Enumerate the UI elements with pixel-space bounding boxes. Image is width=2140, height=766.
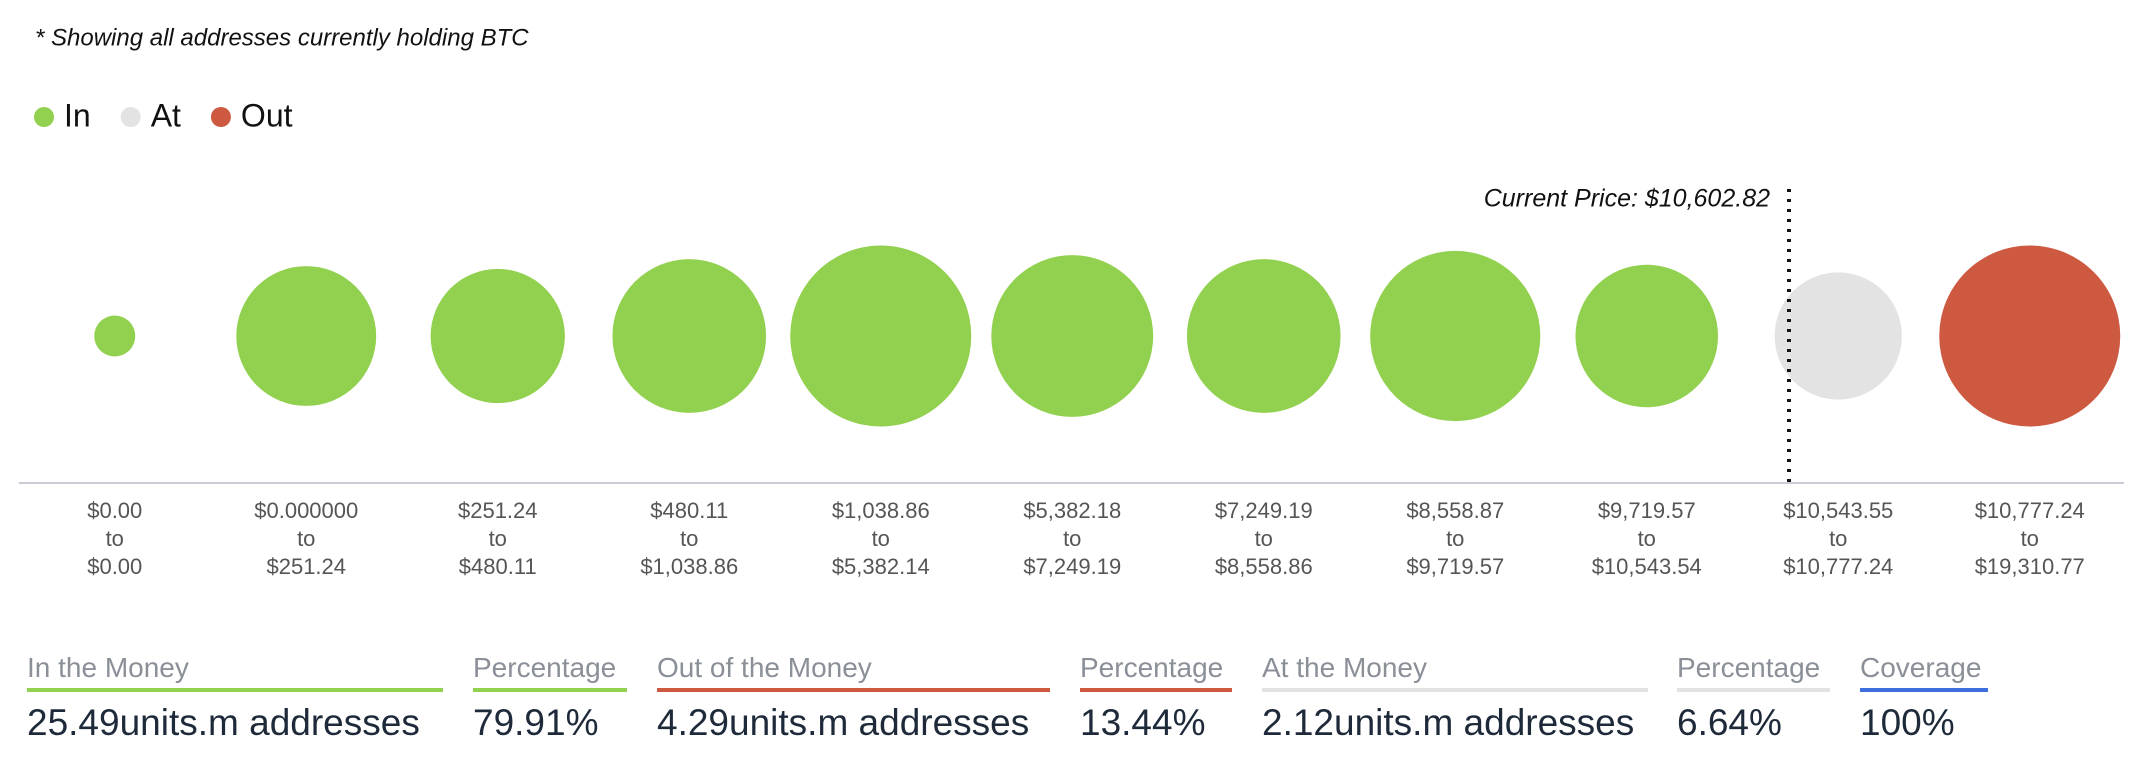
bubble [1774,272,1902,400]
x-tick-label: $10,777.24 [1783,554,1893,579]
x-tick-label: $9,719.57 [1406,554,1504,579]
stat-value: 2.12units.m addresses [1262,702,1635,743]
x-tick-label: to [1063,526,1081,551]
stat-value: 79.91% [473,702,599,743]
bubble [612,259,767,413]
x-tick-label: $5,382.14 [832,554,930,579]
stat: Out of the Money 4.29units.m addresses [657,652,1050,744]
x-tick-label: $7,249.19 [1215,498,1313,523]
bubble [430,268,565,404]
stat-label: Coverage [1860,652,1988,692]
bubble [1575,264,1719,408]
stat: Percentage 13.44% [1080,652,1232,744]
x-tick-label: to [1638,526,1656,551]
stat-value: 4.29units.m addresses [657,702,1030,743]
x-tick-label: to [1446,526,1464,551]
stat-label: Percentage [473,652,627,692]
legend-marker [210,107,231,127]
x-tick-label: $251.24 [266,554,346,579]
x-tick-label: $480.11 [650,498,728,523]
x-tick-label: to [2021,526,2039,551]
subtitle: * Showing all addresses currently holdin… [35,24,529,51]
bubble [1939,245,2121,427]
stat-label: Out of the Money [657,652,1050,692]
x-tick-label: $8,558.87 [1406,498,1504,523]
stat: Coverage 100% [1860,652,1988,744]
legend-label: Out [241,97,293,133]
stat-value: 13.44% [1080,702,1206,743]
x-tick-label: to [106,526,124,551]
bubble [1186,259,1341,413]
x-tick-label: $19,310.77 [1975,554,2085,579]
x-tick-label: $10,543.54 [1592,554,1702,579]
bubble [790,245,972,427]
x-tick-label: $0.00 [87,554,142,579]
x-tick-label: $8,558.86 [1215,554,1313,579]
legend-label: At [151,97,181,133]
x-tick-label: $10,543.55 [1783,498,1893,523]
bubble [1370,250,1541,422]
legend-marker [120,107,141,127]
stat-label: At the Money [1262,652,1648,692]
stat-label: Percentage [1080,652,1232,692]
x-tick-label: to [1829,526,1847,551]
stat-label: In the Money [27,652,443,692]
x-tick-label: $7,249.19 [1023,554,1121,579]
chart: * Showing all addresses currently holdin… [19,24,2124,579]
bubble [236,266,377,406]
stat: Percentage 6.64% [1677,652,1830,744]
x-tick-label: to [680,526,698,551]
bubble [991,255,1154,417]
stat: Percentage 79.91% [473,652,627,744]
stat-value: 6.64% [1677,702,1782,743]
stat: At the Money 2.12units.m addresses [1262,652,1648,744]
legend-marker [34,107,54,127]
x-tick-label: $10,777.24 [1975,498,2085,523]
x-tick-label: $1,038.86 [832,498,930,523]
current-price-label: Current Price: $10,602.82 [1484,185,1770,213]
stat-value: 25.49units.m addresses [27,702,420,743]
stat-value: 100% [1860,702,1955,743]
legend-label: In [64,97,91,133]
x-tick-label: $1,038.86 [640,554,738,579]
x-tick-label: $5,382.18 [1023,498,1121,523]
x-tick-label: $480.11 [459,554,537,579]
x-tick-label: $0.00 [87,498,142,523]
x-tick-label: to [872,526,890,551]
stat-label: Percentage [1677,652,1830,692]
x-tick-label: to [1255,526,1273,551]
stat: In the Money 25.49units.m addresses [27,652,443,744]
x-tick-label: $9,719.57 [1598,498,1696,523]
x-tick-label: $0.000000 [254,498,358,523]
x-tick-label: $251.24 [458,498,538,523]
x-tick-label: to [489,526,507,551]
bubble [94,315,136,357]
x-tick-label: to [297,526,315,551]
